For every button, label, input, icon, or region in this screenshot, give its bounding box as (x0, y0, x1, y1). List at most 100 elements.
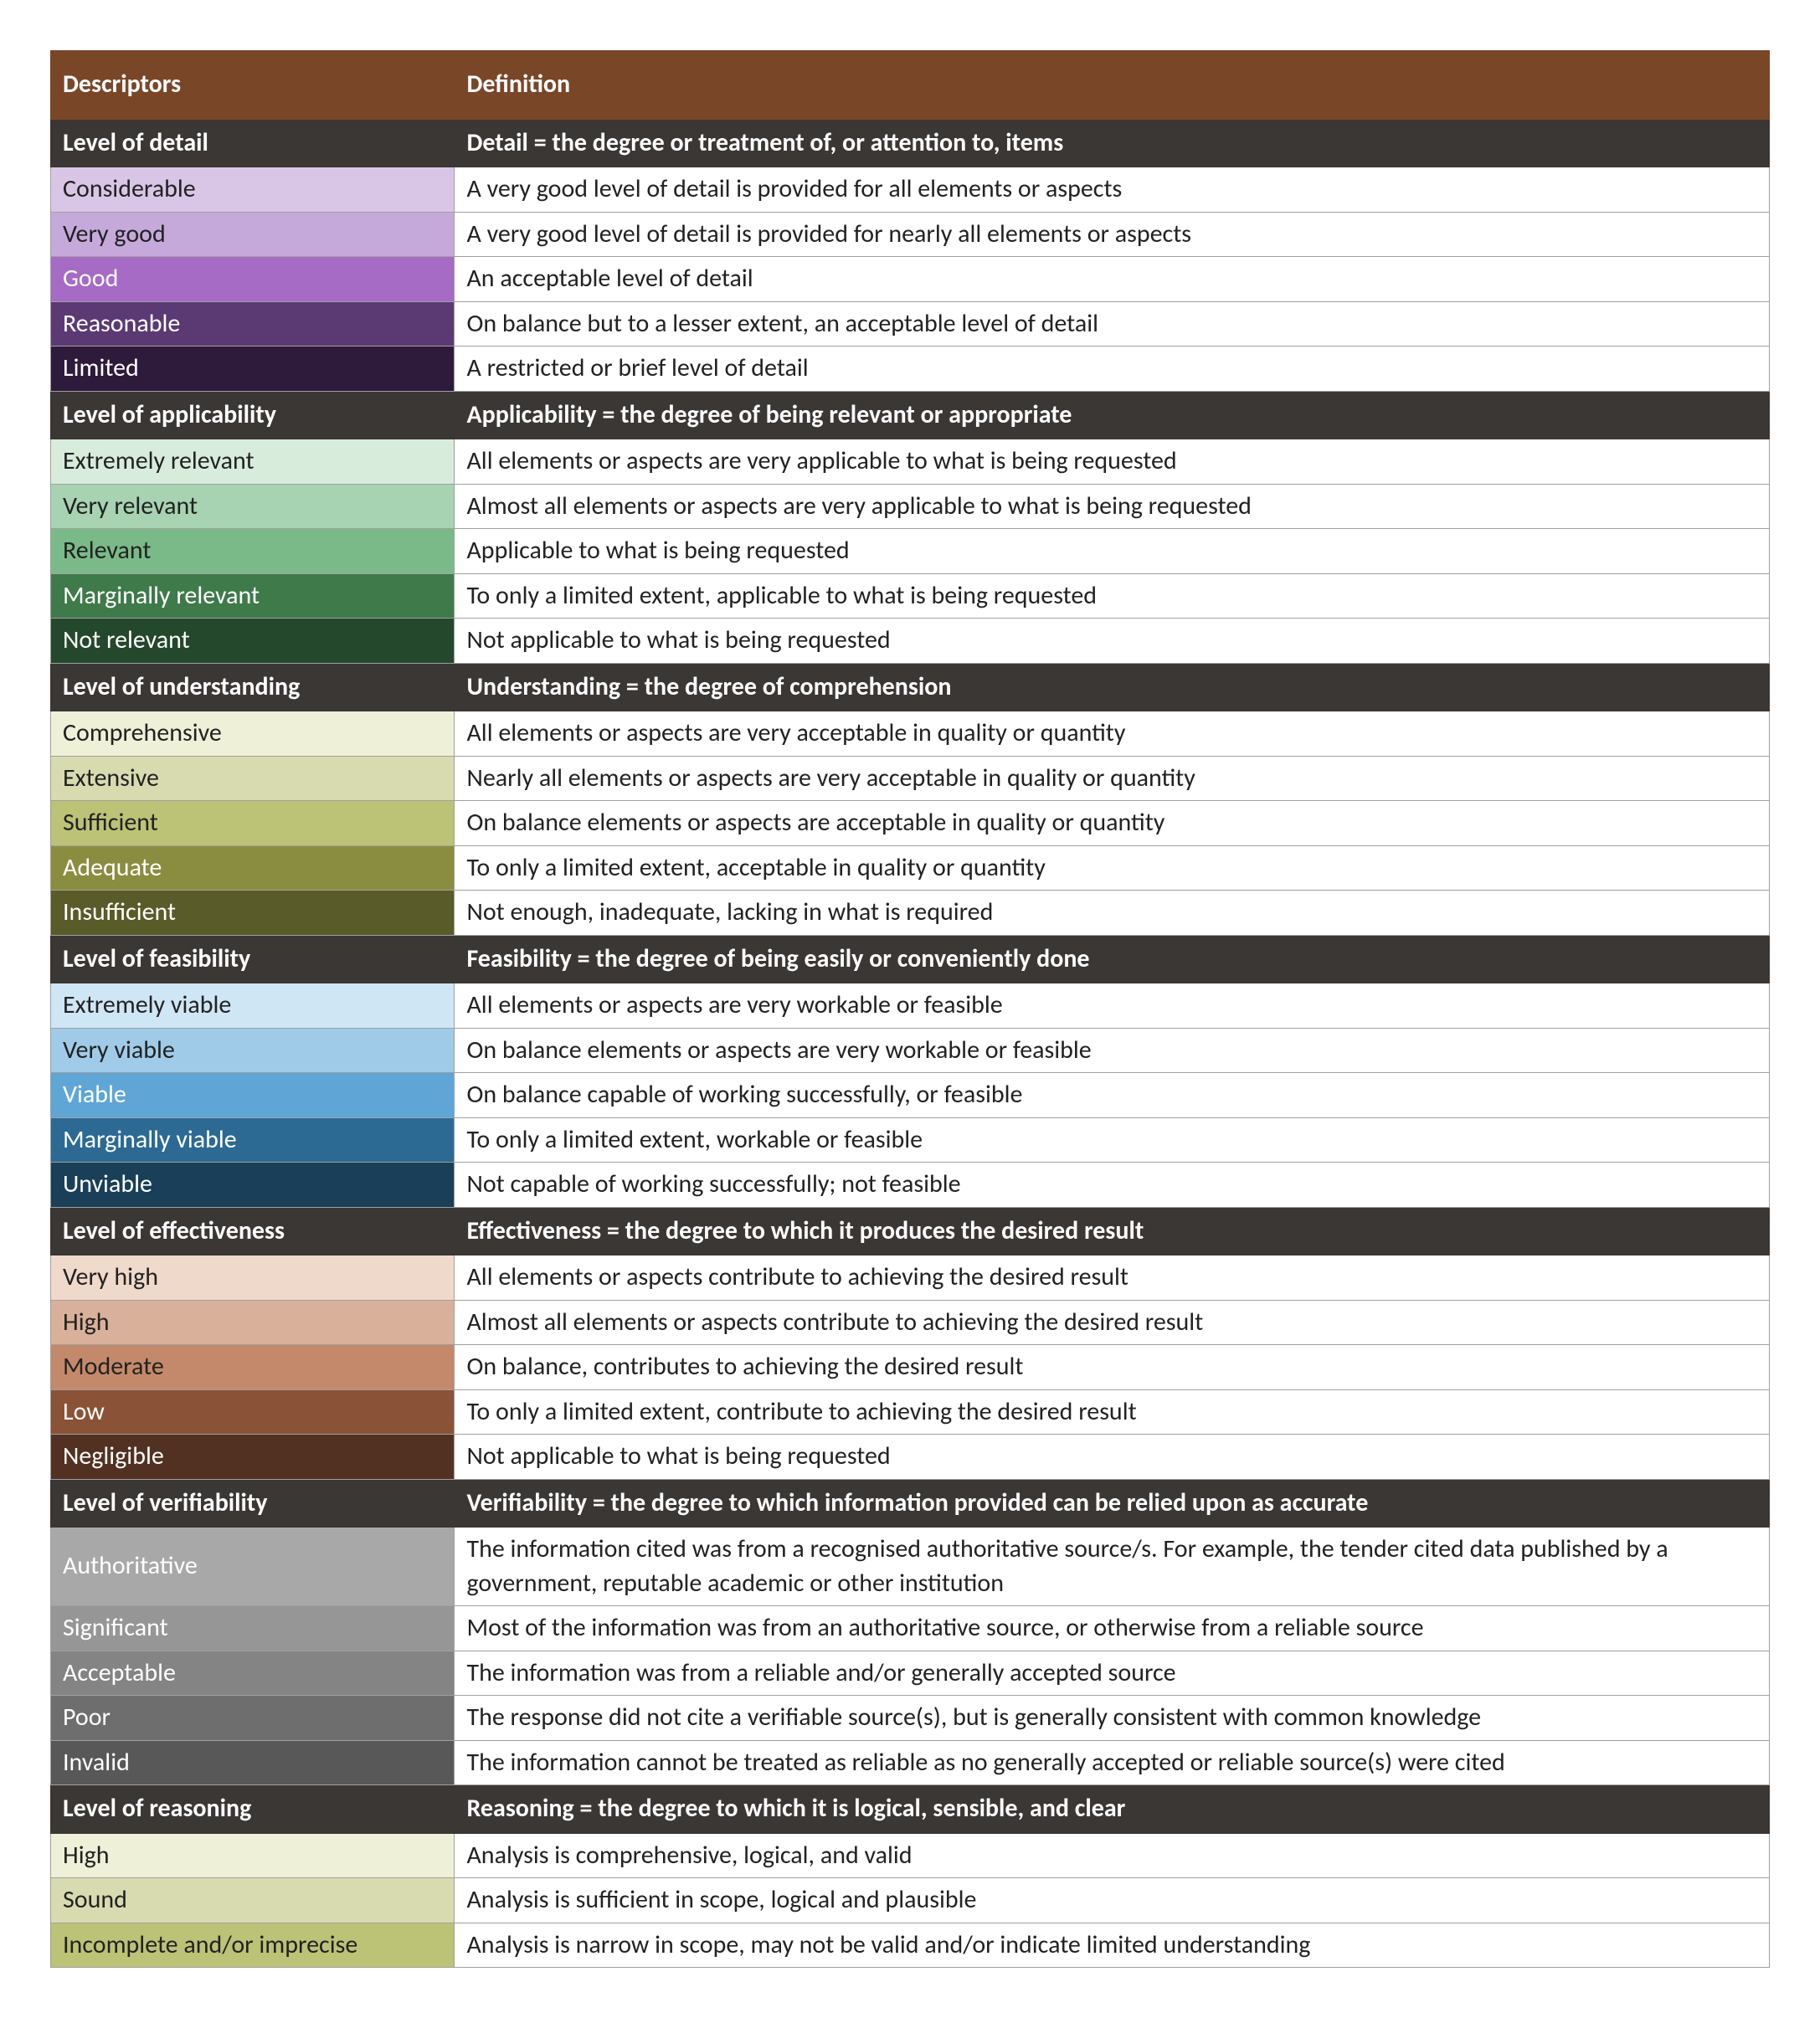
section-header-row: Level of feasibilityFeasibility = the de… (51, 935, 1770, 983)
definition-cell: Not applicable to what is being requeste… (455, 1435, 1770, 1480)
section-definition: Detail = the degree or treatment of, or … (455, 119, 1770, 167)
descriptor-cell: Reasonable (51, 301, 455, 347)
definition-cell: On balance, contributes to achieving the… (455, 1345, 1770, 1390)
header-descriptors: Descriptors (51, 51, 455, 120)
descriptor-cell: High (51, 1833, 455, 1878)
definition-cell: On balance elements or aspects are very … (455, 1028, 1770, 1073)
definition-cell: All elements or aspects are very workabl… (455, 983, 1770, 1029)
descriptor-cell: Insufficient (51, 891, 455, 936)
table-row: GoodAn acceptable level of detail (51, 257, 1770, 302)
table-row: Marginally viableTo only a limited exten… (51, 1117, 1770, 1163)
section-header-row: Level of effectivenessEffectiveness = th… (51, 1207, 1770, 1255)
descriptor-cell: Limited (51, 347, 455, 392)
table-row: ExtensiveNearly all elements or aspects … (51, 756, 1770, 801)
table-row: Very relevantAlmost all elements or aspe… (51, 484, 1770, 529)
descriptor-cell: Significant (51, 1606, 455, 1651)
descriptor-cell: Relevant (51, 529, 455, 574)
table-row: HighAnalysis is comprehensive, logical, … (51, 1833, 1770, 1878)
definition-cell: Almost all elements or aspects contribut… (455, 1300, 1770, 1345)
definition-cell: A very good level of detail is provided … (455, 167, 1770, 213)
table-row: ViableOn balance capable of working succ… (51, 1073, 1770, 1118)
definition-cell: A very good level of detail is provided … (455, 212, 1770, 257)
descriptor-cell: Sufficient (51, 801, 455, 846)
definition-cell: Analysis is narrow in scope, may not be … (455, 1923, 1770, 1968)
table-row: SufficientOn balance elements or aspects… (51, 801, 1770, 846)
table-row: UnviableNot capable of working successfu… (51, 1163, 1770, 1208)
definition-cell: All elements or aspects are very applica… (455, 439, 1770, 485)
section-definition: Understanding = the degree of comprehens… (455, 663, 1770, 711)
definition-cell: Not enough, inadequate, lacking in what … (455, 891, 1770, 936)
definition-cell: To only a limited extent, contribute to … (455, 1389, 1770, 1435)
definition-cell: All elements or aspects are very accepta… (455, 711, 1770, 757)
section-header-row: Level of detailDetail = the degree or tr… (51, 119, 1770, 167)
descriptor-cell: Extremely relevant (51, 439, 455, 485)
definition-cell: Most of the information was from an auth… (455, 1606, 1770, 1651)
table-row: ReasonableOn balance but to a lesser ext… (51, 301, 1770, 347)
descriptor-cell: Not relevant (51, 619, 455, 664)
section-definition: Applicability = the degree of being rele… (455, 391, 1770, 439)
section-header-row: Level of verifiabilityVerifiability = th… (51, 1479, 1770, 1528)
table-row: SignificantMost of the information was f… (51, 1606, 1770, 1651)
definition-cell: The response did not cite a verifiable s… (455, 1696, 1770, 1741)
definition-cell: Analysis is sufficient in scope, logical… (455, 1878, 1770, 1923)
definition-cell: The information cited was from a recogni… (455, 1528, 1770, 1606)
table-row: Very goodA very good level of detail is … (51, 212, 1770, 257)
section-definition: Verifiability = the degree to which info… (455, 1479, 1770, 1528)
descriptor-cell: Very good (51, 212, 455, 257)
descriptor-cell: Invalid (51, 1740, 455, 1785)
table-row: AcceptableThe information was from a rel… (51, 1651, 1770, 1696)
descriptor-cell: Very high (51, 1255, 455, 1301)
table-row: ConsiderableA very good level of detail … (51, 167, 1770, 213)
definition-cell: To only a limited extent, workable or fe… (455, 1117, 1770, 1163)
section-header-row: Level of reasoningReasoning = the degree… (51, 1785, 1770, 1834)
descriptor-cell: Negligible (51, 1435, 455, 1480)
descriptors-table: DescriptorsDefinitionLevel of detailDeta… (50, 50, 1770, 1968)
section-title: Level of applicability (51, 391, 455, 439)
descriptor-cell: Adequate (51, 845, 455, 891)
definition-cell: On balance but to a lesser extent, an ac… (455, 301, 1770, 347)
table-row: RelevantApplicable to what is being requ… (51, 529, 1770, 574)
table-row: Marginally relevantTo only a limited ext… (51, 573, 1770, 619)
table-row: Extremely viableAll elements or aspects … (51, 983, 1770, 1029)
definition-cell: The information cannot be treated as rel… (455, 1740, 1770, 1785)
descriptor-cell: High (51, 1300, 455, 1345)
definition-cell: The information was from a reliable and/… (455, 1651, 1770, 1696)
table-header-row: DescriptorsDefinition (51, 51, 1770, 120)
definition-cell: On balance capable of working successful… (455, 1073, 1770, 1118)
definition-cell: Almost all elements or aspects are very … (455, 484, 1770, 529)
descriptor-cell: Incomplete and/or imprecise (51, 1923, 455, 1968)
definition-cell: Applicable to what is being requested (455, 529, 1770, 574)
table-row: AuthoritativeThe information cited was f… (51, 1528, 1770, 1606)
descriptor-cell: Poor (51, 1696, 455, 1741)
table-row: Not relevantNot applicable to what is be… (51, 619, 1770, 664)
section-title: Level of understanding (51, 663, 455, 711)
descriptor-cell: Marginally viable (51, 1117, 455, 1163)
table-row: InsufficientNot enough, inadequate, lack… (51, 891, 1770, 936)
descriptor-cell: Unviable (51, 1163, 455, 1208)
table-row: LimitedA restricted or brief level of de… (51, 347, 1770, 392)
definition-cell: To only a limited extent, applicable to … (455, 573, 1770, 619)
table-row: Extremely relevantAll elements or aspect… (51, 439, 1770, 485)
table-row: AdequateTo only a limited extent, accept… (51, 845, 1770, 891)
table-row: InvalidThe information cannot be treated… (51, 1740, 1770, 1785)
descriptor-cell: Moderate (51, 1345, 455, 1390)
descriptor-cell: Comprehensive (51, 711, 455, 757)
section-definition: Effectiveness = the degree to which it p… (455, 1207, 1770, 1255)
descriptor-cell: Marginally relevant (51, 573, 455, 619)
descriptor-cell: Authoritative (51, 1528, 455, 1606)
table-row: ComprehensiveAll elements or aspects are… (51, 711, 1770, 757)
table-row: PoorThe response did not cite a verifiab… (51, 1696, 1770, 1741)
table-row: NegligibleNot applicable to what is bein… (51, 1435, 1770, 1480)
table-row: LowTo only a limited extent, contribute … (51, 1389, 1770, 1435)
definition-cell: On balance elements or aspects are accep… (455, 801, 1770, 846)
section-title: Level of detail (51, 119, 455, 167)
section-title: Level of reasoning (51, 1785, 455, 1834)
section-title: Level of effectiveness (51, 1207, 455, 1255)
descriptor-cell: Extremely viable (51, 983, 455, 1029)
header-definition: Definition (455, 51, 1770, 120)
table-row: Incomplete and/or impreciseAnalysis is n… (51, 1923, 1770, 1968)
table-row: ModerateOn balance, contributes to achie… (51, 1345, 1770, 1390)
table-row: Very highAll elements or aspects contrib… (51, 1255, 1770, 1301)
definition-cell: Not capable of working successfully; not… (455, 1163, 1770, 1208)
descriptor-cell: Low (51, 1389, 455, 1435)
